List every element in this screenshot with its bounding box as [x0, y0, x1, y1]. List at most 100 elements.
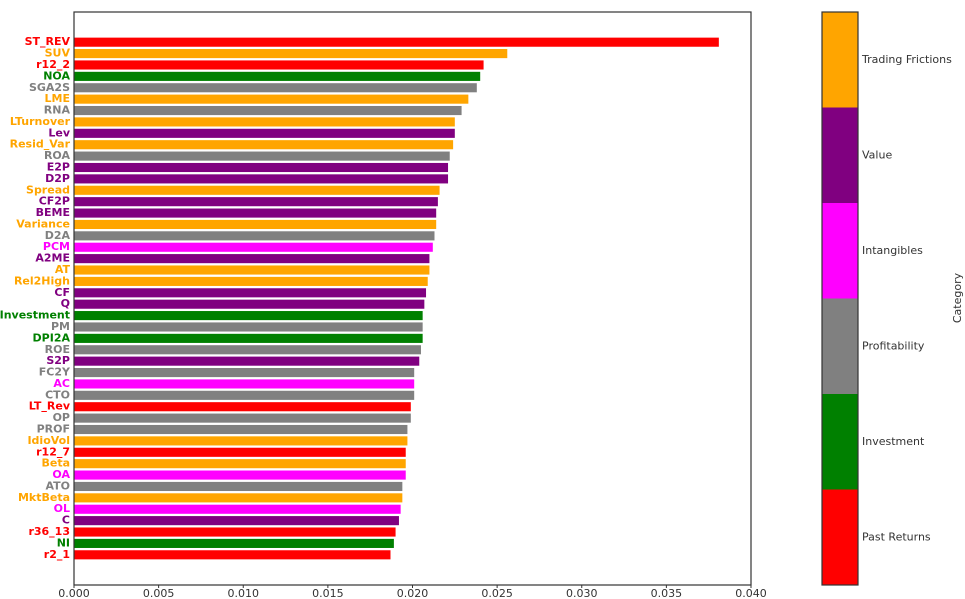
x-tick-label: 0.035	[651, 587, 683, 599]
colorbar-tick-label: Intangibles	[862, 244, 923, 257]
y-tick-label: Q	[61, 297, 70, 310]
bar	[74, 470, 406, 480]
bar	[74, 151, 450, 161]
colorbar-tick-label: Investment	[862, 435, 925, 448]
bar	[74, 333, 423, 343]
bar	[74, 128, 455, 138]
bar	[74, 413, 411, 423]
y-tick-label: FC2Y	[39, 366, 71, 379]
y-tick-label: ATO	[45, 479, 70, 492]
bar	[74, 208, 437, 218]
y-tick-label: NOA	[43, 69, 70, 82]
colorbar-segment	[822, 12, 858, 108]
bar	[74, 390, 415, 400]
bar	[74, 516, 399, 526]
colorbar-segment	[822, 298, 858, 394]
y-tick-label: A2ME	[35, 252, 70, 265]
bar	[74, 37, 719, 47]
y-tick-label: DPI2A	[33, 331, 71, 344]
bar	[74, 538, 394, 548]
x-tick-label: 0.010	[228, 587, 260, 599]
y-tick-label: OA	[52, 468, 70, 481]
bar	[74, 242, 433, 252]
bar	[74, 117, 455, 127]
bar	[74, 174, 449, 184]
y-tick-label: Variance	[16, 217, 70, 230]
y-tick-label: PCM	[43, 240, 70, 253]
bar	[74, 276, 428, 286]
bar	[74, 265, 430, 275]
bar	[74, 94, 469, 104]
y-tick-label: PM	[51, 320, 70, 333]
y-tick-label: Resid_Var	[10, 138, 71, 151]
bar	[74, 162, 449, 173]
bar	[74, 436, 408, 446]
colorbar-tick-label: Value	[862, 148, 892, 161]
bar	[74, 527, 396, 537]
y-tick-label: ROA	[44, 149, 71, 162]
colorbar-tick-label: Profitability	[862, 339, 925, 352]
y-tick-label: ROE	[45, 343, 70, 356]
y-tick-label: CTO	[45, 388, 70, 401]
bar	[74, 83, 477, 93]
y-tick-label: RNA	[44, 104, 71, 117]
bar	[74, 185, 440, 195]
bar	[74, 49, 508, 59]
y-tick-label: AC	[53, 377, 70, 390]
x-tick-label: 0.030	[566, 587, 598, 599]
colorbar-tick-label: Trading Frictions	[861, 53, 952, 66]
bar	[74, 219, 437, 230]
bar	[74, 231, 435, 241]
y-tick-label: D2P	[45, 172, 70, 185]
y-tick-label: r2_1	[44, 548, 70, 561]
bar	[74, 356, 420, 366]
y-tick-label: E2P	[47, 160, 70, 173]
y-tick-label: Investment	[0, 309, 70, 322]
y-tick-label: r36_13	[28, 525, 70, 538]
y-tick-label: SUV	[45, 47, 71, 60]
bar	[74, 402, 411, 412]
y-tick-label: D2A	[45, 229, 71, 242]
bar	[74, 105, 462, 116]
bar	[74, 254, 430, 264]
bar	[74, 345, 421, 355]
bar	[74, 71, 481, 81]
x-tick-label: 0.025	[481, 587, 513, 599]
bar	[74, 424, 408, 435]
y-tick-label: C	[62, 514, 70, 527]
bar	[74, 367, 415, 378]
y-tick-label: r12_2	[36, 58, 70, 71]
bar	[74, 140, 454, 150]
x-tick-label: 0.005	[143, 587, 175, 599]
y-tick-label: LTurnover	[10, 115, 71, 128]
y-tick-label: ST_REV	[25, 35, 71, 48]
bar	[74, 447, 406, 457]
y-tick-label: Spread	[26, 183, 70, 196]
colorbar-segment	[822, 107, 858, 203]
y-tick-label: CF2P	[39, 195, 70, 208]
y-tick-label: LT_Rev	[29, 400, 71, 413]
colorbar-tick-label: Past Returns	[862, 530, 931, 543]
y-tick-label: NI	[57, 536, 70, 549]
bar	[74, 288, 427, 298]
bar	[74, 311, 423, 321]
colorbar-frame	[821, 11, 859, 586]
x-tick-label: 0.015	[312, 587, 344, 599]
y-tick-label: Rel2High	[14, 274, 70, 287]
colorbar-label: Category	[951, 272, 964, 323]
bar	[74, 459, 406, 469]
y-tick-label: IdioVol	[27, 434, 70, 447]
colorbar-segment	[822, 489, 858, 585]
colorbar-segment	[822, 394, 858, 490]
bar	[74, 493, 403, 503]
y-tick-label: MktBeta	[18, 491, 70, 504]
bar	[74, 322, 423, 332]
colorbar-segment	[822, 203, 858, 299]
bar	[74, 481, 403, 492]
y-tick-label: OL	[54, 502, 70, 515]
x-tick-label: 0.000	[58, 587, 90, 599]
bar	[74, 60, 484, 70]
bar	[74, 550, 391, 560]
x-tick-label: 0.040	[735, 587, 767, 599]
y-tick-label: BEME	[36, 206, 70, 219]
